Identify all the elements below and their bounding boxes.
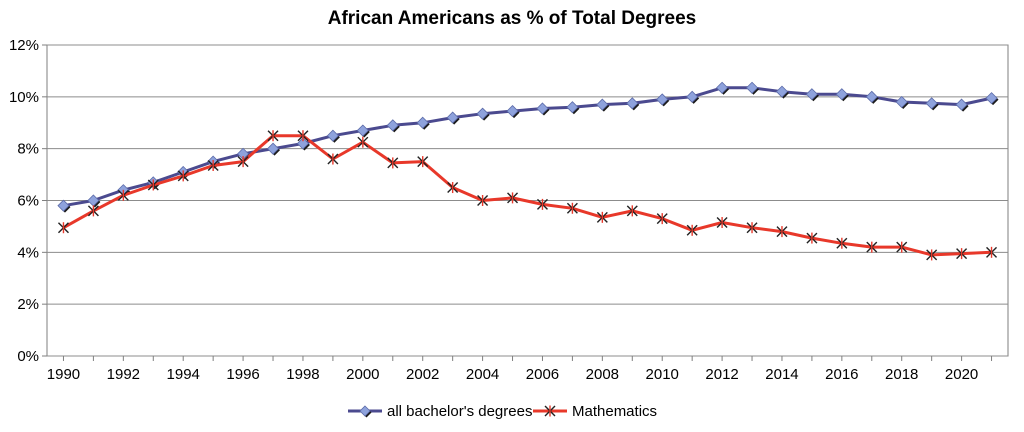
- legend-label: all bachelor's degrees: [387, 403, 532, 420]
- x-tick-label: 2014: [765, 366, 798, 383]
- x-tick-label: 2016: [825, 366, 858, 383]
- y-tick-label: 2%: [17, 296, 39, 313]
- data-point: [506, 105, 519, 118]
- legend-marker: [359, 405, 371, 417]
- data-point: [775, 85, 789, 98]
- data-point: [656, 213, 668, 225]
- data-point: [745, 81, 759, 94]
- data-point: [446, 111, 459, 124]
- x-tick-label: 2020: [945, 366, 978, 383]
- x-tick-label: 2000: [346, 366, 379, 383]
- data-point: [896, 241, 908, 253]
- series-line: [62, 134, 992, 257]
- series-all-bachelors-degrees: [57, 81, 999, 213]
- data-point: [836, 237, 848, 249]
- data-point: [57, 222, 69, 234]
- x-tick-label: 1994: [167, 366, 200, 383]
- legend: all bachelor's degrees Mathematics: [348, 403, 657, 420]
- data-point: [805, 88, 818, 101]
- data-point: [716, 81, 729, 94]
- data-point: [536, 102, 549, 115]
- data-point: [746, 222, 758, 234]
- x-tick-label: 2018: [885, 366, 918, 383]
- data-point: [477, 195, 489, 206]
- data-point: [596, 98, 609, 111]
- data-point: [416, 116, 429, 129]
- data-point: [447, 182, 459, 194]
- data-point: [357, 136, 369, 148]
- data-point: [985, 92, 998, 105]
- data-point: [267, 130, 279, 142]
- data-point: [117, 189, 129, 201]
- legend-marker: [544, 405, 556, 417]
- data-point: [835, 88, 848, 101]
- data-point: [686, 224, 698, 236]
- x-tick-label: 1992: [107, 366, 140, 383]
- data-point: [926, 249, 938, 261]
- y-tick-label: 4%: [17, 244, 39, 261]
- data-point: [87, 205, 99, 217]
- data-point: [417, 156, 429, 168]
- data-point: [387, 157, 399, 169]
- data-point: [386, 119, 399, 132]
- y-tick-label: 6%: [17, 193, 39, 210]
- data-point: [865, 90, 878, 103]
- data-point: [266, 142, 280, 155]
- x-tick-label: 1998: [286, 366, 319, 383]
- legend-label: Mathematics: [572, 403, 657, 420]
- y-tick-label: 8%: [17, 141, 39, 158]
- data-point: [716, 217, 728, 229]
- data-point: [956, 248, 968, 260]
- x-tick-label: 2002: [406, 366, 439, 383]
- x-axis: 1990 1992 1994 1996 1998 2000 2002 2004 2006 2008…: [47, 356, 993, 383]
- legend-item-mathematics: Mathematics: [533, 403, 657, 420]
- data-point: [626, 97, 639, 110]
- y-tick-label: 12%: [9, 37, 39, 54]
- data-point: [596, 211, 608, 223]
- data-point: [866, 241, 878, 253]
- data-point: [686, 90, 699, 103]
- x-tick-label: 2010: [646, 366, 679, 383]
- x-tick-label: 2004: [466, 366, 499, 383]
- data-point: [566, 202, 578, 214]
- y-tick-label: 0%: [17, 348, 39, 365]
- data-point: [297, 130, 309, 142]
- data-point: [806, 232, 818, 244]
- chart-title: African Americans as % of Total Degrees: [328, 8, 697, 29]
- data-point: [147, 179, 159, 191]
- x-tick-label: 1990: [47, 366, 80, 383]
- x-tick-label: 2012: [705, 366, 738, 383]
- data-point: [566, 101, 579, 114]
- data-point: [507, 192, 519, 204]
- y-tick-label: 10%: [9, 89, 39, 106]
- x-tick-label: 2006: [526, 366, 559, 383]
- data-point: [955, 98, 968, 111]
- data-point: [326, 129, 339, 142]
- x-tick-label: 2008: [586, 366, 619, 383]
- data-point: [327, 153, 339, 165]
- series-layer: [57, 81, 999, 261]
- data-point: [986, 246, 998, 258]
- data-point: [177, 170, 189, 182]
- data-point: [57, 199, 70, 212]
- data-point: [476, 107, 489, 120]
- data-point: [296, 137, 310, 150]
- data-point: [207, 160, 219, 172]
- data-point: [656, 93, 669, 106]
- series-mathematics: [57, 130, 998, 261]
- y-axis: 0% 2% 4% 6% 8% 10% 12%: [9, 37, 47, 365]
- series-line: [63, 86, 992, 208]
- data-point: [356, 124, 369, 137]
- data-point: [536, 198, 548, 210]
- legend-item-all-bachelors-degrees: all bachelor's degrees: [348, 403, 532, 420]
- x-tick-label: 1996: [226, 366, 259, 383]
- data-point: [237, 156, 249, 168]
- data-point: [925, 97, 938, 110]
- data-point: [895, 95, 908, 109]
- data-point: [776, 226, 788, 238]
- data-point: [626, 205, 638, 217]
- gridlines: [47, 44, 1008, 357]
